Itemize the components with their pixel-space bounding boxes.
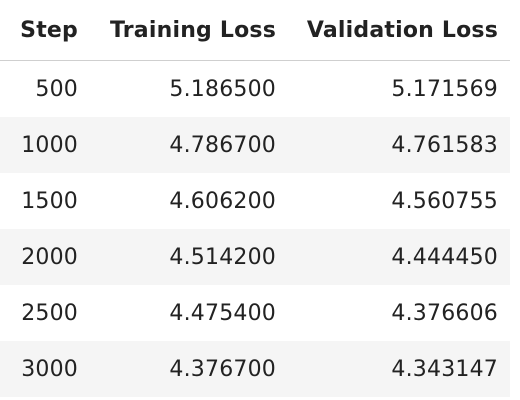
training-loss-cell: 4.606200 [169, 188, 276, 214]
table-row: 1000 4.786700 4.761583 [0, 117, 510, 173]
training-log-table: Step Training Loss Validation Loss 500 5… [0, 0, 510, 397]
table-header-row: Step Training Loss Validation Loss [0, 0, 510, 61]
validation-loss-cell: 4.343147 [391, 356, 498, 382]
step-cell: 500 [35, 76, 78, 102]
training-loss-cell: 4.514200 [169, 244, 276, 270]
step-cell: 1500 [21, 188, 78, 214]
training-loss-cell: 5.186500 [169, 76, 276, 102]
validation-loss-cell: 4.761583 [391, 132, 498, 158]
training-loss-cell: 4.475400 [169, 300, 276, 326]
validation-loss-cell: 4.560755 [391, 188, 498, 214]
step-cell: 2500 [21, 300, 78, 326]
validation-loss-cell: 4.376606 [391, 300, 498, 326]
header-validation-loss: Validation Loss [306, 17, 498, 43]
step-cell: 3000 [21, 356, 78, 382]
header-training-loss: Training Loss [109, 17, 276, 43]
step-cell: 1000 [21, 132, 78, 158]
header-step: Step [20, 17, 78, 43]
table-row: 1500 4.606200 4.560755 [0, 173, 510, 229]
training-loss-cell: 4.376700 [169, 356, 276, 382]
validation-loss-cell: 5.171569 [391, 76, 498, 102]
training-loss-cell: 4.786700 [169, 132, 276, 158]
step-cell: 2000 [21, 244, 78, 270]
validation-loss-cell: 4.444450 [391, 244, 498, 270]
table-row: 500 5.186500 5.171569 [0, 61, 510, 117]
table-row: 3000 4.376700 4.343147 [0, 341, 510, 397]
table-row: 2500 4.475400 4.376606 [0, 285, 510, 341]
table-row: 2000 4.514200 4.444450 [0, 229, 510, 285]
